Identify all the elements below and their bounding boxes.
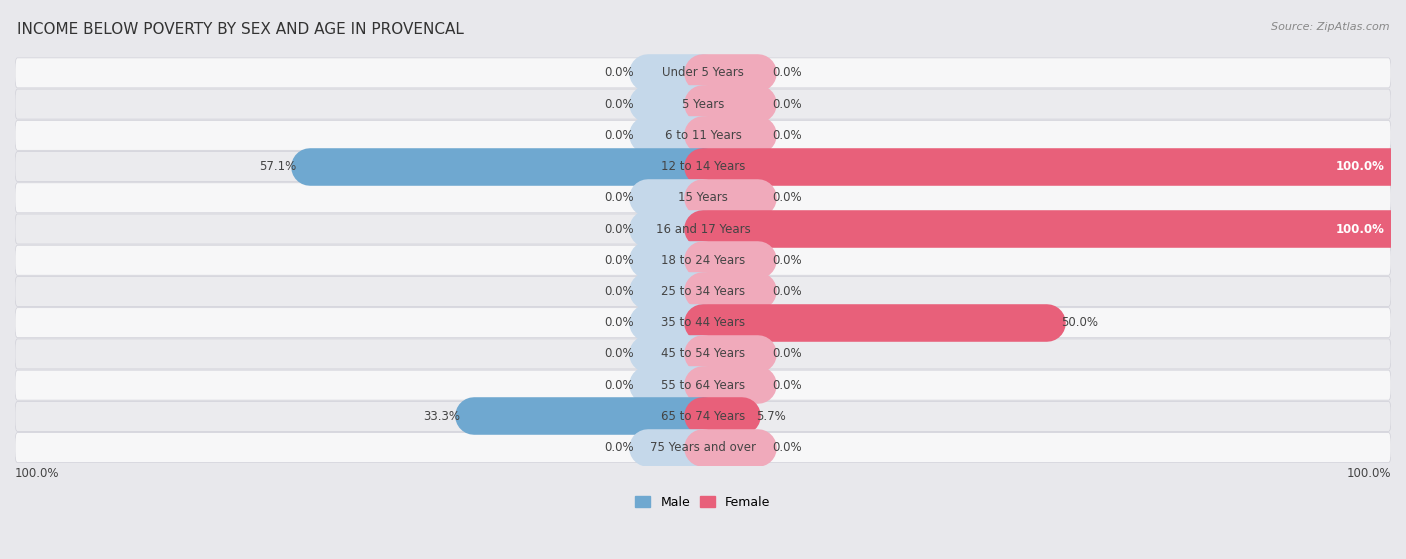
- Text: 100.0%: 100.0%: [1336, 160, 1384, 173]
- Text: 0.0%: 0.0%: [772, 285, 801, 298]
- Text: 18 to 24 Years: 18 to 24 Years: [661, 254, 745, 267]
- Bar: [648, 65, 703, 81]
- FancyBboxPatch shape: [15, 245, 1391, 275]
- Text: 0.0%: 0.0%: [605, 98, 634, 111]
- Bar: [703, 408, 742, 424]
- FancyBboxPatch shape: [15, 433, 1391, 463]
- Text: Source: ZipAtlas.com: Source: ZipAtlas.com: [1271, 22, 1389, 32]
- FancyBboxPatch shape: [15, 277, 1391, 306]
- Text: 0.0%: 0.0%: [772, 378, 801, 392]
- Bar: [703, 190, 758, 206]
- Text: 55 to 64 Years: 55 to 64 Years: [661, 378, 745, 392]
- Text: 16 and 17 Years: 16 and 17 Years: [655, 222, 751, 235]
- Text: 0.0%: 0.0%: [772, 441, 801, 454]
- Text: 0.0%: 0.0%: [605, 222, 634, 235]
- Bar: [648, 377, 703, 394]
- Text: 5 Years: 5 Years: [682, 98, 724, 111]
- Bar: [703, 283, 758, 300]
- Text: 0.0%: 0.0%: [605, 191, 634, 204]
- Bar: [474, 408, 703, 424]
- FancyBboxPatch shape: [15, 120, 1391, 150]
- Text: 0.0%: 0.0%: [605, 316, 634, 329]
- FancyBboxPatch shape: [15, 339, 1391, 369]
- Text: Under 5 Years: Under 5 Years: [662, 67, 744, 79]
- Text: INCOME BELOW POVERTY BY SEX AND AGE IN PROVENCAL: INCOME BELOW POVERTY BY SEX AND AGE IN P…: [17, 22, 464, 37]
- FancyBboxPatch shape: [15, 89, 1391, 119]
- Bar: [703, 439, 758, 456]
- FancyBboxPatch shape: [15, 307, 1391, 338]
- Text: 0.0%: 0.0%: [772, 191, 801, 204]
- Bar: [311, 158, 703, 174]
- Bar: [703, 158, 1391, 174]
- Bar: [648, 252, 703, 268]
- Text: 100.0%: 100.0%: [1336, 222, 1384, 235]
- Bar: [648, 96, 703, 112]
- Text: 0.0%: 0.0%: [605, 378, 634, 392]
- Text: 0.0%: 0.0%: [772, 348, 801, 361]
- Text: 75 Years and over: 75 Years and over: [650, 441, 756, 454]
- Bar: [648, 283, 703, 300]
- Bar: [703, 377, 758, 394]
- Bar: [703, 315, 1047, 331]
- Text: 6 to 11 Years: 6 to 11 Years: [665, 129, 741, 142]
- Text: 33.3%: 33.3%: [423, 410, 460, 423]
- FancyBboxPatch shape: [15, 214, 1391, 244]
- Bar: [703, 346, 758, 362]
- Bar: [648, 127, 703, 144]
- Text: 65 to 74 Years: 65 to 74 Years: [661, 410, 745, 423]
- Text: 0.0%: 0.0%: [605, 129, 634, 142]
- Bar: [648, 315, 703, 331]
- Text: 50.0%: 50.0%: [1060, 316, 1098, 329]
- Bar: [648, 221, 703, 237]
- Text: 25 to 34 Years: 25 to 34 Years: [661, 285, 745, 298]
- Text: 0.0%: 0.0%: [605, 441, 634, 454]
- Text: 0.0%: 0.0%: [772, 129, 801, 142]
- Bar: [703, 221, 1391, 237]
- Text: 100.0%: 100.0%: [1347, 467, 1391, 480]
- FancyBboxPatch shape: [15, 58, 1391, 88]
- FancyBboxPatch shape: [15, 370, 1391, 400]
- FancyBboxPatch shape: [15, 151, 1391, 182]
- Text: 0.0%: 0.0%: [772, 98, 801, 111]
- Text: 0.0%: 0.0%: [605, 67, 634, 79]
- Text: 15 Years: 15 Years: [678, 191, 728, 204]
- Bar: [648, 190, 703, 206]
- Bar: [703, 252, 758, 268]
- Text: 45 to 54 Years: 45 to 54 Years: [661, 348, 745, 361]
- Text: 12 to 14 Years: 12 to 14 Years: [661, 160, 745, 173]
- Bar: [648, 439, 703, 456]
- Legend: Male, Female: Male, Female: [630, 491, 776, 514]
- Text: 5.7%: 5.7%: [756, 410, 786, 423]
- FancyBboxPatch shape: [15, 401, 1391, 432]
- Text: 0.0%: 0.0%: [772, 67, 801, 79]
- Bar: [648, 346, 703, 362]
- Text: 0.0%: 0.0%: [605, 348, 634, 361]
- Text: 0.0%: 0.0%: [772, 254, 801, 267]
- FancyBboxPatch shape: [15, 183, 1391, 213]
- Bar: [703, 65, 758, 81]
- Bar: [703, 96, 758, 112]
- Text: 0.0%: 0.0%: [605, 285, 634, 298]
- Text: 57.1%: 57.1%: [259, 160, 297, 173]
- Text: 0.0%: 0.0%: [605, 254, 634, 267]
- Text: 35 to 44 Years: 35 to 44 Years: [661, 316, 745, 329]
- Bar: [703, 127, 758, 144]
- Text: 100.0%: 100.0%: [15, 467, 59, 480]
